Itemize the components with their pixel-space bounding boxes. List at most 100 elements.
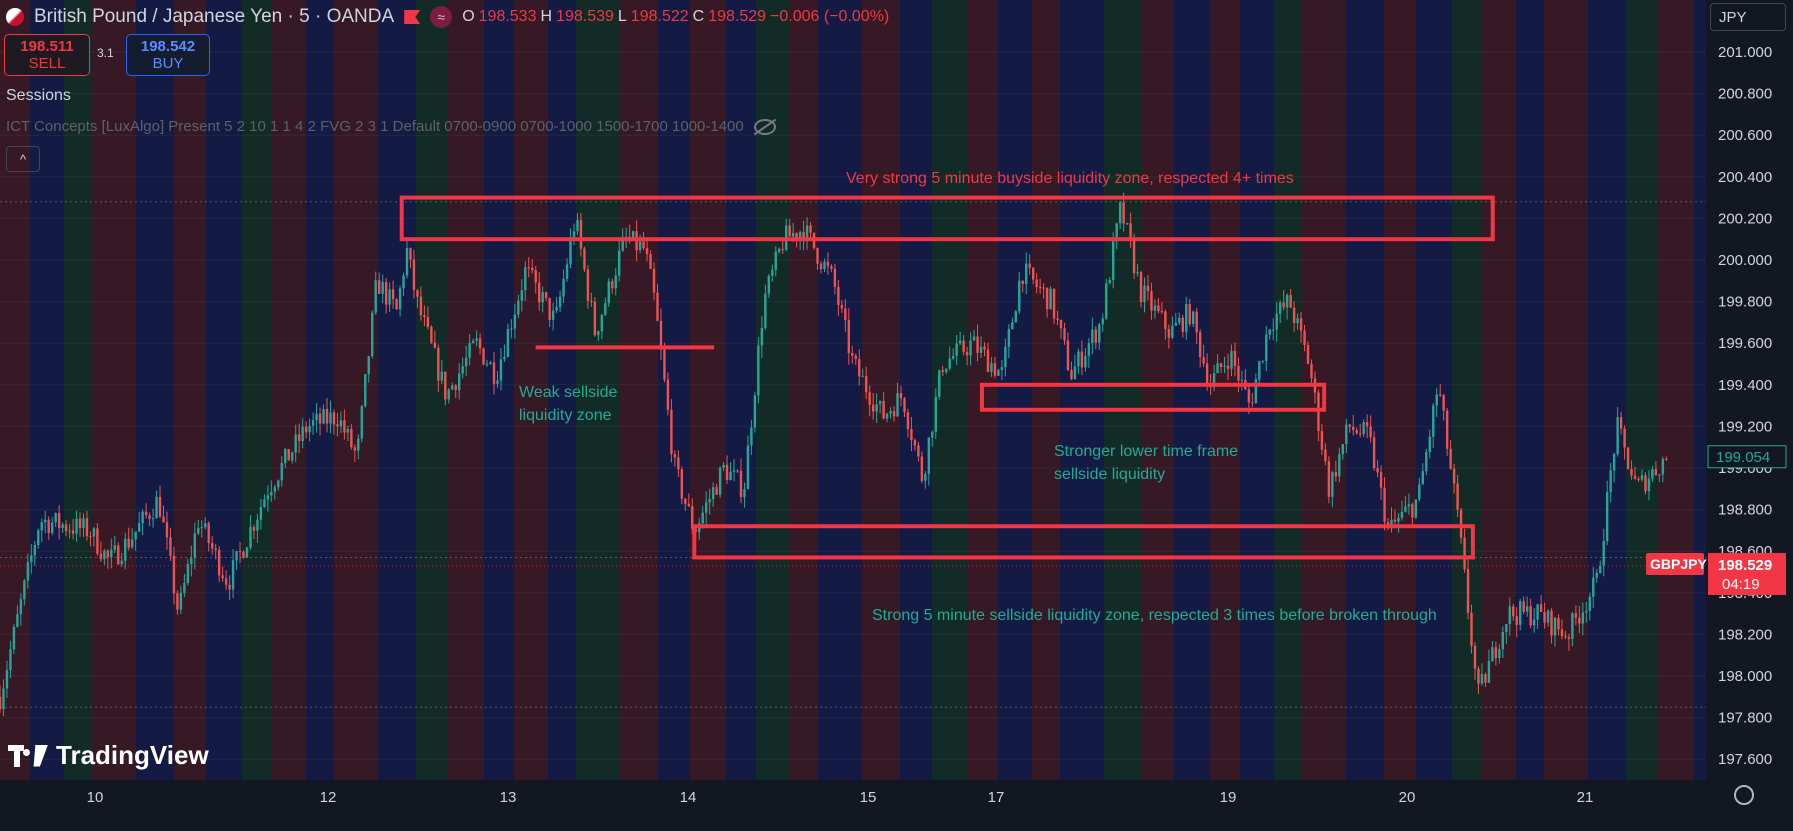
candle-body [548,297,551,320]
ict-indicator[interactable]: ICT Concepts [LuxAlgo] Present 5 2 10 1 … [6,118,776,135]
candle-body [1418,484,1421,500]
candle-body [1070,369,1073,380]
candle-body [1407,504,1411,507]
candle-body [433,342,437,348]
symbol-title[interactable]: British Pound / Japanese Yen · 5 · OANDA [34,6,394,28]
wave-icon[interactable]: ≈ [430,6,453,28]
candle-body [1285,295,1289,308]
hidden-eye-icon[interactable] [753,118,776,135]
candle-body [113,545,116,550]
candle-body [666,379,670,410]
sessions-indicator[interactable]: Sessions [6,87,71,104]
candle-body [1056,318,1059,320]
candle-body [1445,410,1449,449]
candle-body [311,420,315,426]
candle-body [30,555,33,563]
candle-body [997,370,1000,376]
candle-body [611,281,614,289]
candle-body [711,487,715,500]
sell-button[interactable]: 198.511 SELL [4,34,90,76]
candle-body [475,338,478,341]
candle-body [398,288,402,310]
candle-body [1633,475,1637,479]
candle-body [771,269,774,276]
candle-body [221,575,224,579]
candle-body [1421,471,1425,485]
candle-body [565,264,569,279]
candle-body [882,400,885,419]
candle-body [746,445,750,490]
candle-body [913,440,917,446]
candle-body [68,530,71,532]
candle-body [280,463,283,481]
candle-body [1077,351,1080,367]
candle-body [1272,329,1275,331]
candle-body [1324,449,1327,462]
collapse-legend-button[interactable]: ^ [6,146,40,172]
candle-body [993,363,997,376]
candle-body [1557,617,1560,630]
candle-body [137,523,141,532]
candle-body [607,281,610,304]
candle-body [308,425,311,433]
candle-body [673,454,677,458]
candle-body [1571,613,1574,639]
session-band [448,0,484,780]
candle-body [16,614,19,627]
candle-body [57,513,61,528]
candle-body [861,376,864,378]
candle-body [409,248,412,260]
candle-body [1230,350,1233,369]
candle-body [405,248,409,276]
flag-icon[interactable] [404,10,421,24]
candle-body [47,519,50,533]
candle-body [106,550,110,558]
gbp-flag-icon [6,8,24,26]
candle-body [1539,604,1543,613]
candle-body [1011,322,1014,330]
price-tick-label: 200.200 [1718,210,1772,227]
candle-body [875,404,878,412]
session-bands [0,0,1724,780]
annotation-note: Stronger lower time frame [1054,443,1238,460]
candle-body [1223,365,1226,367]
ohlc-values: O 198.533 H 198.539 L 198.522 C 198.529 −0.0… [462,8,889,26]
candle-body [367,356,370,375]
session-band [30,0,64,780]
candle-body [1484,674,1487,683]
currency-selector[interactable]: JPY [1710,3,1786,31]
candle-body [708,499,711,503]
session-band [1626,0,1658,780]
session-band [484,0,514,780]
candle-body [1619,417,1623,429]
candle-body [1320,431,1324,450]
candle-body [631,231,635,240]
candle-body [969,340,972,356]
candle-body [96,528,99,554]
candle-body [1345,424,1348,445]
buy-price: 198.542 [140,38,196,55]
candle-body [179,592,183,610]
candle-body [951,355,955,359]
session-band [900,0,932,780]
candle-body [579,220,583,249]
buy-button[interactable]: 198.542 BUY [126,34,210,76]
candle-body [899,392,903,399]
time-tick-label: 17 [988,789,1005,806]
candle-body [576,220,579,232]
candle-body [1487,661,1491,683]
sell-price: 198.511 [20,38,74,55]
liquidity-zone-box [979,382,1327,412]
ict-indicator-label: ICT Concepts [LuxAlgo] Present 5 2 10 1 … [6,118,744,135]
time-tick-label: 10 [87,789,104,806]
session-band [548,0,576,780]
gear-icon[interactable] [1734,785,1754,805]
candle-body [1338,454,1341,477]
candle-body [538,282,541,303]
candle-body [1546,610,1550,623]
candle-body [1087,343,1091,356]
session-band [136,0,174,780]
candle-body [242,551,245,558]
candle-body [1080,351,1084,368]
